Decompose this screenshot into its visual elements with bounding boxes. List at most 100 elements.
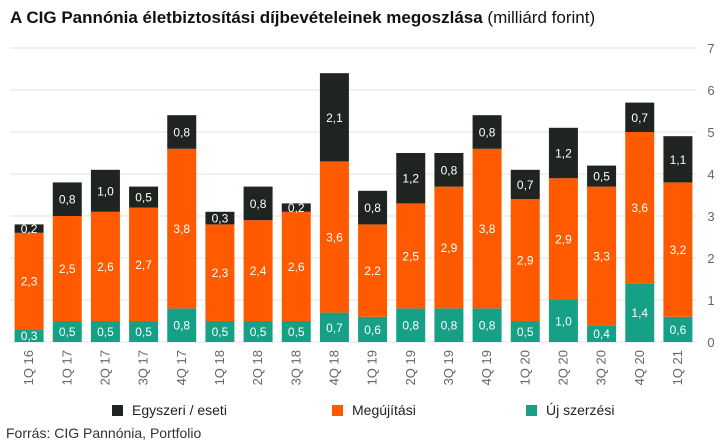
- x-tick-label: 3Q 20: [594, 350, 609, 385]
- x-tick-label: 1Q 20: [517, 350, 532, 385]
- data-label-renewal: 2,4: [250, 264, 267, 278]
- bar-segment-renewal: [52, 216, 82, 321]
- data-label-one-time: 0,2: [21, 222, 38, 236]
- legend-swatch-renewal: [332, 404, 343, 416]
- bar-segment-renewal: [510, 199, 540, 321]
- data-label-renewal: 2,6: [288, 260, 305, 274]
- bar-segment-one-time: [319, 73, 349, 162]
- data-label-renewal: 2,9: [441, 241, 458, 255]
- y-tick-label: 5: [707, 125, 714, 140]
- bar-segment-one-time: [167, 115, 197, 149]
- bar-segment-new: [625, 283, 655, 342]
- bar-segment-new: [663, 316, 693, 342]
- bar-segment-new: [319, 312, 349, 342]
- legend-label-one-time: Egyszeri / eseti: [132, 402, 227, 418]
- data-label-new: 0,5: [97, 325, 114, 339]
- chart-title-main: A CIG Pannónia életbiztosítási díjbevéte…: [10, 8, 483, 27]
- legend-item-new: Új szerzési: [526, 400, 614, 420]
- bar-segment-new: [434, 308, 464, 342]
- data-label-renewal: 2,5: [402, 249, 419, 263]
- x-tick-label: 4Q 17: [174, 350, 189, 385]
- data-label-one-time: 0,7: [517, 178, 534, 192]
- x-tick-label: 1Q 19: [365, 350, 380, 385]
- data-label-new: 0,5: [135, 325, 152, 339]
- data-label-one-time: 1,2: [402, 172, 419, 186]
- source-note: Forrás: CIG Pannónia, Portfolio: [6, 425, 202, 441]
- data-label-new: 0,4: [593, 327, 610, 341]
- legend-swatch-one-time: [112, 404, 123, 416]
- bar-segment-new: [281, 321, 311, 342]
- data-label-one-time: 0,5: [593, 170, 610, 184]
- bar-segment-one-time: [434, 153, 464, 187]
- data-label-renewal: 2,2: [364, 264, 381, 278]
- bar-segment-new: [548, 300, 578, 342]
- y-tick-label: 3: [707, 209, 714, 224]
- x-tick-label: 1Q 21: [670, 350, 685, 385]
- legend-item-renewal: Megújítási: [332, 400, 416, 420]
- bar-segment-new: [90, 321, 120, 342]
- data-label-new: 0,5: [212, 325, 229, 339]
- x-tick-label: 1Q 16: [21, 350, 36, 385]
- data-label-one-time: 0,8: [173, 126, 190, 140]
- bar-segment-new: [167, 308, 197, 342]
- data-label-new: 0,5: [250, 325, 267, 339]
- data-label-new: 1,4: [631, 306, 648, 320]
- data-label-one-time: 0,8: [441, 163, 458, 177]
- bar-segment-one-time: [129, 186, 159, 208]
- data-label-renewal: 3,8: [173, 222, 190, 236]
- bar-segment-renewal: [90, 211, 120, 321]
- data-label-one-time: 0,8: [364, 201, 381, 215]
- data-label-renewal: 3,6: [326, 231, 343, 245]
- bar-segment-one-time: [90, 169, 120, 212]
- bar-segment-one-time: [510, 169, 540, 200]
- bar-segment-new: [587, 325, 617, 342]
- x-tick-label: 2Q 17: [97, 350, 112, 385]
- bar-segment-new: [358, 316, 388, 342]
- data-label-one-time: 2,1: [326, 111, 343, 125]
- y-tick-label: 2: [707, 251, 714, 266]
- data-label-one-time: 0,8: [479, 126, 496, 140]
- x-tick-label: 2Q 20: [555, 350, 570, 385]
- bar-segment-one-time: [205, 211, 235, 225]
- bar-segment-new: [205, 321, 235, 342]
- data-label-new: 0,6: [364, 323, 381, 337]
- bar-segment-new: [14, 329, 44, 342]
- data-label-renewal: 2,3: [212, 266, 229, 280]
- data-label-renewal: 2,5: [59, 262, 76, 276]
- data-label-new: 0,8: [173, 319, 190, 333]
- x-tick-label: 2Q 19: [403, 350, 418, 385]
- data-label-renewal: 2,9: [517, 254, 534, 268]
- chart-title-unit: (milliárd forint): [487, 8, 596, 27]
- y-tick-label: 6: [707, 83, 714, 98]
- x-tick-label: 4Q 19: [479, 350, 494, 385]
- data-label-renewal: 3,2: [670, 243, 687, 257]
- data-label-one-time: 0,3: [212, 212, 229, 226]
- data-label-renewal: 3,8: [479, 222, 496, 236]
- data-label-renewal: 2,3: [21, 275, 38, 289]
- bar-segment-one-time: [281, 203, 311, 212]
- bar-segment-renewal: [319, 161, 349, 313]
- bar-segment-renewal: [587, 186, 617, 326]
- bar-segment-one-time: [625, 102, 655, 132]
- x-tick-label: 1Q 18: [212, 350, 227, 385]
- bar-segment-one-time: [396, 153, 426, 204]
- bar-segment-renewal: [548, 178, 578, 300]
- bar-segment-new: [129, 321, 159, 342]
- bar-segment-renewal: [663, 182, 693, 317]
- bar-segment-new: [243, 321, 273, 342]
- legend-label-renewal: Megújítási: [352, 402, 416, 418]
- bar-segment-renewal: [205, 224, 235, 321]
- data-label-new: 0,7: [326, 321, 343, 335]
- data-label-new: 0,8: [441, 319, 458, 333]
- legend-label-new: Új szerzési: [546, 402, 615, 418]
- x-tick-label: 3Q 19: [441, 350, 456, 385]
- chart-title: A CIG Pannónia életbiztosítási díjbevéte…: [10, 8, 595, 28]
- data-label-new: 0,6: [670, 323, 687, 337]
- data-label-new: 0,3: [21, 329, 38, 343]
- data-label-one-time: 0,2: [288, 201, 305, 215]
- y-tick-label: 7: [707, 41, 714, 56]
- data-label-one-time: 0,7: [631, 111, 648, 125]
- data-label-renewal: 3,3: [593, 249, 610, 263]
- data-label-new: 0,5: [288, 325, 305, 339]
- x-tick-label: 4Q 20: [632, 350, 647, 385]
